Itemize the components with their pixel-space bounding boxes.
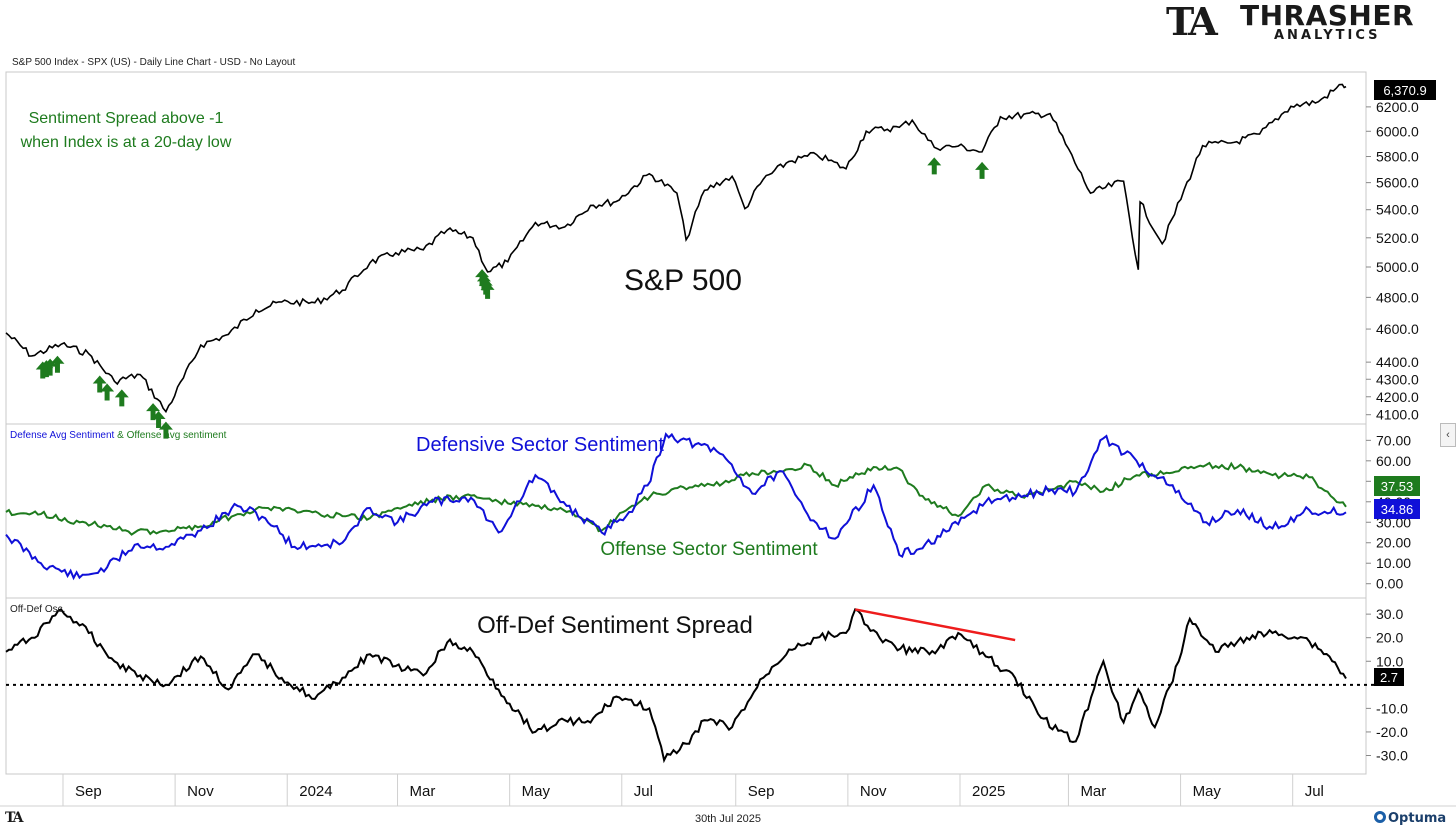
annotation-sentiment-rule: Sentiment Spread above -1 when Index is a… (20, 110, 232, 151)
sentiment-panel-legend: Defense Avg Sentiment & Offense avg sent… (10, 430, 227, 441)
x-axis-tick-label: Nov (860, 783, 887, 800)
sp500-price-line (5, 83, 1347, 414)
price-y-tick-label: 5600.0 (1376, 175, 1419, 191)
annotation-line: when Index is at a 20-day low (20, 134, 232, 151)
logo-mark: TA (1166, 0, 1218, 44)
price-y-tick-label: 4100.0 (1376, 407, 1419, 423)
up-arrow-marker (114, 389, 129, 407)
logo-subtitle: ANALYTICS (1274, 28, 1381, 43)
x-axis-tick-label: May (1193, 783, 1222, 800)
offense-last-value: 37.53 (1381, 479, 1414, 494)
spread-last-value-badge: 2.7 (1374, 668, 1404, 686)
price-y-tick-label: 4600.0 (1376, 321, 1419, 337)
offense-sentiment-line (5, 461, 1347, 536)
price-y-tick-label: 4800.0 (1376, 289, 1419, 305)
offense-last-value-badge: 37.53 (1374, 476, 1420, 496)
chart-info-header: S&P 500 Index - SPX (US) - Daily Line Ch… (12, 57, 296, 68)
spread-panel-frame (5, 597, 1367, 775)
spread-panel-annotation: Off-Def Sentiment Spread (477, 612, 753, 639)
up-arrow-marker (975, 161, 990, 179)
price-y-tick-label: 5200.0 (1376, 230, 1419, 246)
price-y-tick-label: 6000.0 (1376, 123, 1419, 139)
sentiment-y-tick-label: 70.00 (1376, 432, 1411, 448)
offense-sector-label: Offense Sector Sentiment (600, 539, 818, 560)
spread-y-tick-label: 10.0 (1376, 653, 1403, 669)
sentiment-panel-frame (5, 423, 1367, 599)
spread-panel: -30.0 -20.0 -10.0 10.0 20.0 30.0 Off-Def Osc.… (5, 604, 1408, 764)
footer-logo-mark: TA (5, 810, 23, 826)
up-arrow-marker (927, 157, 942, 175)
x-axis-tick-label: 2025 (972, 783, 1005, 800)
red-trendline (854, 608, 1016, 642)
panel-frames (0, 71, 1456, 807)
spread-panel-title: Off-Def Osc. (10, 604, 65, 615)
sentiment-y-tick-label: 10.00 (1376, 555, 1411, 571)
defensive-sector-label: Defensive Sector Sentiment (416, 434, 664, 456)
spread-y-tick-label: -20.0 (1376, 724, 1408, 740)
optuma-logo: Optuma (1374, 811, 1446, 826)
x-axis-tick-label: 2024 (299, 783, 332, 800)
price-y-tick-label: 5800.0 (1376, 149, 1419, 165)
annotation-line: Sentiment Spread above -1 (29, 110, 224, 127)
defense-sentiment-line (5, 432, 1347, 581)
price-y-tick-label: 5000.0 (1376, 259, 1419, 275)
spread-y-tick-label: -30.0 (1376, 748, 1408, 764)
price-y-tick-label: 6200.0 (1376, 99, 1419, 115)
spread-y-tick-label: -10.0 (1376, 700, 1408, 716)
thrasher-analytics-logo: TA THRASHER ANALYTICS (1166, 0, 1414, 46)
chevron-left-icon: ‹ (1446, 429, 1450, 441)
off-def-spread-line (5, 607, 1347, 764)
x-axis-tick-label: Jul (1305, 783, 1324, 800)
up-arrow-markers (35, 157, 990, 439)
x-axis: Sep Nov 2024 Mar May Jul Sep Nov 2025 Mar May Jul (62, 774, 1324, 806)
spread-last-value: 2.7 (1380, 670, 1398, 685)
up-arrow-marker (146, 403, 161, 421)
price-last-value-badge: 6,370.9 (1374, 80, 1436, 100)
x-axis-tick-label: Jul (634, 783, 653, 800)
sentiment-y-tick-label: 60.00 (1376, 453, 1411, 469)
price-y-tick-label: 4400.0 (1376, 354, 1419, 370)
price-panel-title: S&P 500 (624, 264, 742, 297)
x-axis-tick-label: Nov (187, 783, 214, 800)
up-arrow-marker (158, 421, 173, 439)
up-arrow-marker (151, 411, 166, 429)
defense-last-value: 34.86 (1381, 502, 1414, 517)
footer-date: 30th Jul 2025 (694, 813, 762, 825)
price-last-value: 6,370.9 (1383, 83, 1426, 98)
up-arrow-marker (480, 281, 495, 299)
x-axis-tick-label: Sep (75, 783, 102, 800)
up-arrow-marker (50, 355, 65, 373)
defense-last-value-badge: 34.86 (1374, 499, 1420, 519)
price-y-tick-label: 5400.0 (1376, 202, 1419, 218)
spread-y-tick-label: 30.0 (1376, 606, 1403, 622)
x-axis-tick-label: Mar (410, 783, 436, 800)
logo-name: THRASHER (1240, 0, 1415, 32)
x-axis-tick-label: May (522, 783, 551, 800)
x-axis-tick-label: Mar (1080, 783, 1106, 800)
sentiment-panel: 0.0010.0020.0030.0040.0050.0060.0070.00 … (5, 430, 1420, 592)
up-arrow-marker (100, 383, 115, 401)
up-arrow-marker (92, 375, 107, 393)
sentiment-y-tick-label: 20.00 (1376, 535, 1411, 551)
x-axis-tick-label: Sep (748, 783, 775, 800)
sentiment-y-tick-label: 0.00 (1376, 576, 1403, 592)
price-y-tick-label: 4300.0 (1376, 371, 1419, 387)
collapse-panel-button[interactable]: ‹ (1440, 423, 1456, 447)
price-y-tick-label: 4200.0 (1376, 389, 1419, 405)
spread-y-tick-label: 20.0 (1376, 630, 1403, 646)
spread-y-axis: -30.0 -20.0 -10.0 10.0 20.0 30.0 (1366, 606, 1408, 764)
optuma-icon (1374, 811, 1386, 823)
